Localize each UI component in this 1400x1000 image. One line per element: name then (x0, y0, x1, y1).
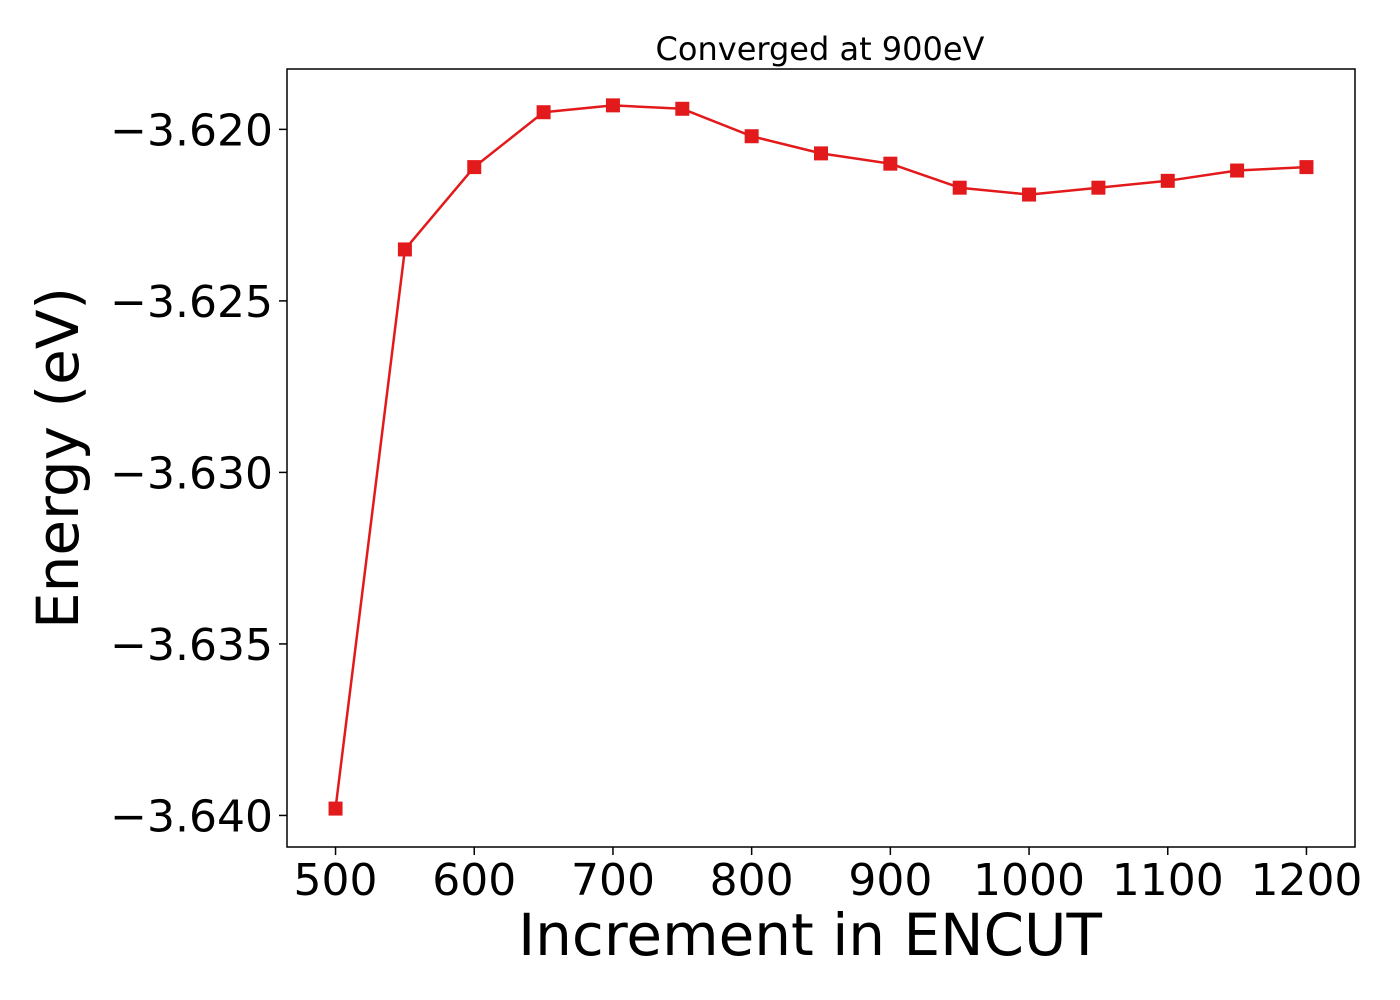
data-point (328, 801, 343, 816)
data-point (1230, 163, 1245, 178)
x-tick-label: 700 (571, 855, 655, 906)
x-tick-label: 1100 (1112, 855, 1224, 906)
data-point (1299, 160, 1314, 175)
data-point (467, 160, 482, 175)
y-tick-label: −3.620 (110, 105, 273, 156)
data-point (744, 129, 759, 144)
data-point (1022, 187, 1037, 202)
data-point (675, 101, 690, 116)
data-point (536, 105, 551, 120)
y-tick-label: −3.635 (110, 620, 273, 671)
y-tick-label: −3.625 (110, 277, 273, 328)
x-axis-title: Increment in ENCUT (518, 901, 1102, 969)
x-tick-label: 900 (848, 855, 932, 906)
y-tick-label: −3.640 (110, 791, 273, 842)
energy-series-line (334, 104, 1307, 809)
x-tick-label: 800 (710, 855, 794, 906)
x-axis-ticks: 500 600 700 800 900 1000 1100 1200 (294, 847, 1362, 906)
data-point (814, 146, 828, 161)
x-tick-label: 1200 (1250, 855, 1362, 906)
energy-series-markers (328, 98, 1314, 816)
data-point (1160, 173, 1175, 188)
chart-title: Converged at 900eV (656, 30, 985, 68)
x-tick-label: 1000 (973, 855, 1085, 906)
data-point (883, 156, 898, 171)
x-tick-label: 600 (432, 855, 516, 906)
plot-frame (286, 68, 1356, 848)
y-axis-title: Energy (eV) (24, 287, 92, 629)
y-tick-label: −3.630 (110, 448, 273, 499)
data-point (952, 180, 967, 195)
y-axis-ticks: −3.620 −3.625 −3.630 −3.635 −3.640 (110, 105, 287, 842)
data-point (605, 98, 620, 113)
data-point (397, 242, 412, 257)
data-point (1091, 180, 1106, 195)
x-tick-label: 500 (294, 855, 378, 906)
